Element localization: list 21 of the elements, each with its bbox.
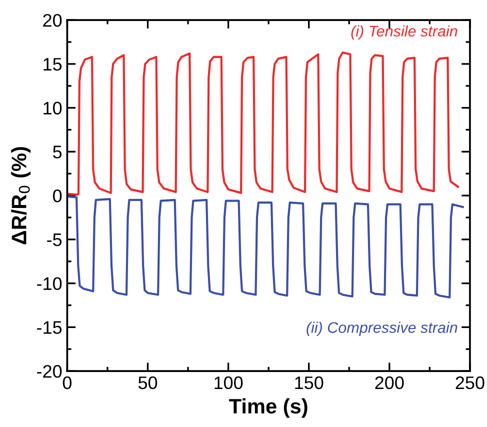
x-tick-label: 50 — [138, 376, 158, 390]
y-tick-label: -20 — [37, 364, 62, 378]
y-tick-label: 15 — [44, 58, 62, 71]
y-tick-label: -10 — [37, 277, 62, 290]
x-tick-label: 200 — [375, 376, 404, 390]
x-tick-label: 0 — [62, 376, 72, 390]
y-tick-label: 0 — [53, 190, 62, 202]
y-tick-label: -5 — [47, 234, 62, 246]
y-tick-label: 20 — [43, 14, 62, 27]
line-series — [67, 51, 460, 196]
x-axis-title: Time (s) — [229, 398, 308, 418]
line-series — [67, 195, 464, 298]
series-label: (ii) Compressive strain — [306, 322, 458, 336]
x-tick-label: 250 — [456, 376, 484, 390]
y-tick-label: 5 — [53, 146, 62, 158]
y-tick-label: 10 — [44, 102, 62, 115]
series-label: (i) Tensile strain — [351, 25, 458, 40]
y-tick-label: -15 — [37, 321, 62, 334]
x-tick-label: 150 — [295, 376, 324, 390]
y-axis-title: ΔR/R$_{0}$ (%) — [11, 147, 31, 244]
x-tick-label: 100 — [214, 376, 243, 390]
